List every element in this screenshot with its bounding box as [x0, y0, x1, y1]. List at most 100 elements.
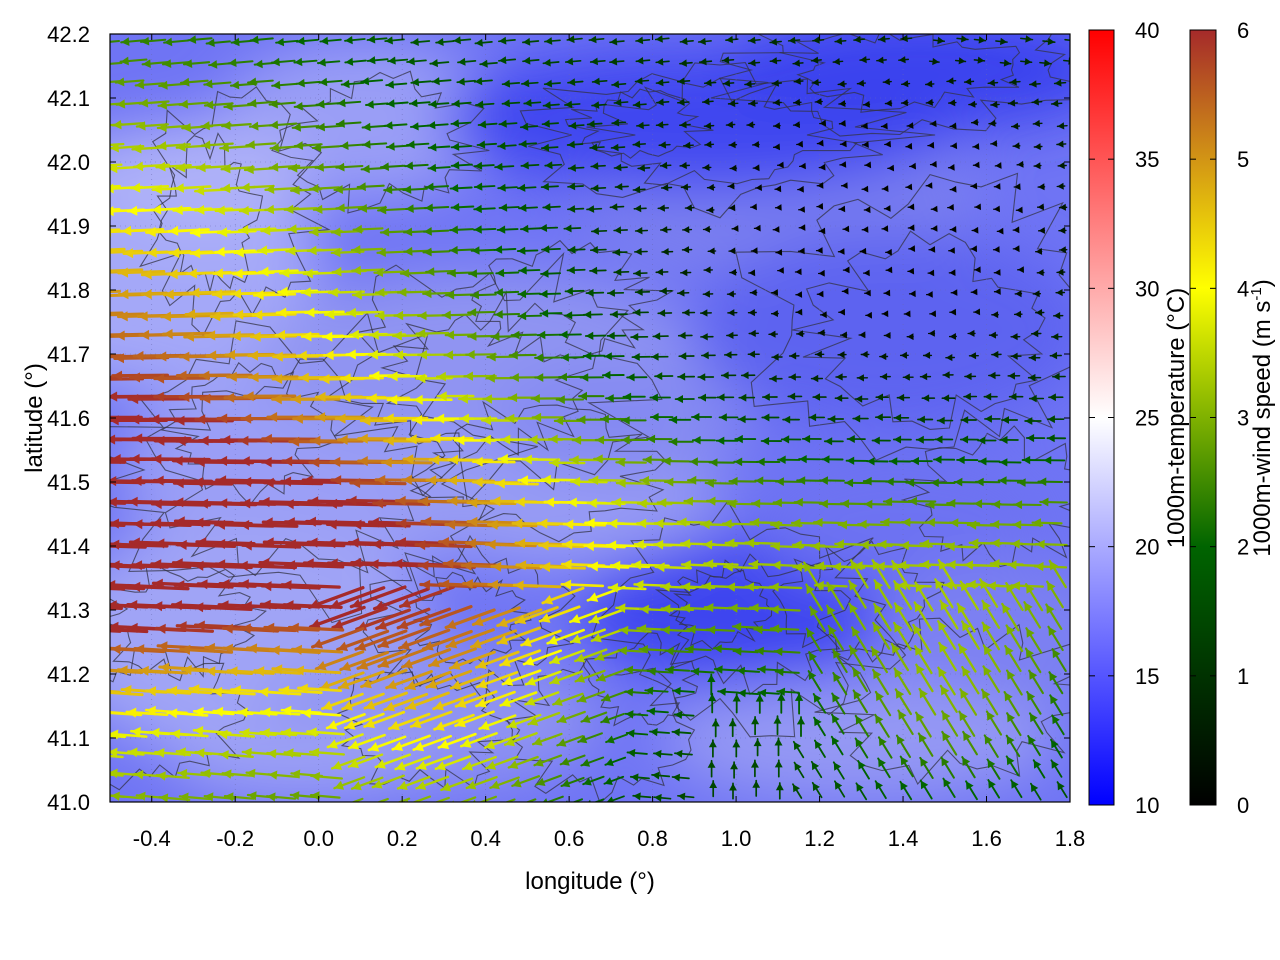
wind-vector-head	[212, 686, 223, 697]
wind-vector-head	[968, 329, 975, 337]
wind-vector-head	[1038, 183, 1045, 191]
wind-vector-head	[533, 737, 543, 746]
wind-vector-head	[959, 644, 968, 655]
x-tick-label: -0.2	[216, 826, 254, 851]
wind-vector-head	[681, 582, 691, 592]
wind-vector-head	[272, 394, 282, 405]
wind-vector-head	[947, 77, 954, 85]
wind-vector-head	[538, 518, 548, 529]
wind-vector-head	[607, 331, 615, 340]
wind-vector-head	[373, 498, 384, 509]
wind-vector-head	[857, 79, 865, 87]
wind-vector-head	[120, 56, 129, 66]
wind-vector-head	[751, 716, 760, 725]
wind-vector-head	[806, 628, 815, 638]
wind-vector-head	[240, 728, 250, 738]
wind-vector-head	[685, 644, 694, 654]
wind-vector-head	[682, 308, 690, 317]
wind-vector-head	[494, 801, 495, 802]
wind-vector-head	[545, 161, 553, 170]
wind-vector-head	[418, 496, 429, 507]
wind-vector-head	[704, 140, 712, 148]
wind-vector-head	[110, 434, 116, 445]
wind-vector-head	[964, 392, 971, 401]
wind-vector-head	[1029, 80, 1037, 88]
wind-vector-head	[115, 77, 125, 87]
wind-vector-head	[269, 162, 279, 172]
wind-vector-head	[618, 646, 627, 656]
wind-vector-head	[1011, 333, 1018, 341]
wind-vector-head	[284, 204, 294, 214]
wind-vector-head	[281, 727, 291, 738]
wind-vector-head	[982, 600, 991, 611]
wind-vector-head	[557, 738, 567, 747]
wind-vector-head	[1051, 760, 1059, 769]
wind-vector-head	[541, 269, 549, 278]
wind-vector-head	[267, 412, 278, 423]
wind-vector-head	[773, 226, 780, 233]
wind-vector-head	[1005, 646, 1014, 656]
wind-vector-head	[361, 415, 371, 426]
wind-vector-head	[456, 698, 467, 708]
wind-vector-head	[1051, 99, 1059, 108]
wind-vector-head	[1011, 352, 1018, 360]
wind-vector-head	[833, 58, 840, 66]
wind-vector-shaft	[110, 268, 144, 273]
wind-vector-head	[896, 735, 905, 745]
wind-vector-head	[967, 520, 977, 530]
wind-vector-head	[272, 664, 283, 675]
wind-vector-head	[660, 287, 667, 295]
wind-vector-head	[714, 665, 723, 674]
wind-vector-head	[938, 667, 947, 678]
wind-vector-head	[1059, 246, 1066, 254]
wind-vector-head	[923, 351, 931, 359]
wind-vector-head	[914, 602, 924, 613]
wind-vector-head	[425, 203, 433, 212]
wind-vector-head	[195, 457, 205, 468]
wind-vector-head	[946, 541, 955, 552]
wind-vector-head	[903, 373, 910, 381]
wind-vector-head	[1028, 373, 1036, 382]
wind-vector-head	[567, 497, 577, 508]
wind-vector-head	[535, 373, 544, 382]
wind-vector-head	[156, 623, 166, 634]
wind-vector-head	[792, 784, 800, 793]
wind-vector-head	[920, 539, 930, 549]
wind-vector-head	[543, 203, 551, 212]
wind-vector-head	[943, 778, 951, 788]
wind-vector-head	[698, 373, 706, 381]
wind-vector-shaft	[593, 798, 605, 802]
wind-vector-head	[704, 122, 712, 130]
wind-vector-head	[634, 247, 642, 256]
wind-vector-head	[761, 437, 770, 446]
wind-vector-head	[265, 204, 275, 215]
wind-vector-shaft	[350, 797, 364, 802]
wind-vector-head	[394, 350, 404, 360]
wind-vector-head	[633, 140, 641, 148]
wind-vector-head	[358, 456, 368, 467]
wind-vector-head	[729, 141, 736, 149]
wind-vector-head	[796, 140, 803, 148]
wind-vector-head	[331, 456, 341, 467]
wind-vector-head	[1051, 739, 1059, 749]
wind-vector-head	[177, 621, 187, 632]
wind-vector-head	[294, 665, 304, 676]
wind-vector-head	[879, 353, 887, 361]
wind-vector-head	[817, 290, 824, 298]
wind-vector-head	[188, 35, 197, 44]
wind-vector-head	[411, 38, 419, 46]
wind-vector-head	[653, 749, 662, 758]
x-tick-label: 1.4	[888, 826, 919, 851]
wind-vector-head	[587, 498, 597, 509]
wind-vector-head	[775, 185, 782, 193]
contour-line	[409, 400, 667, 543]
wind-vector-head	[473, 456, 483, 467]
wind-vector-head	[723, 79, 731, 87]
wind-vector-head	[994, 269, 1001, 276]
wind-vector-head	[442, 310, 451, 320]
wind-vector-head	[857, 374, 864, 382]
wind-vector-shaft	[328, 586, 386, 609]
wind-vector-head	[1046, 604, 1055, 614]
wind-vector-head	[402, 474, 412, 485]
wind-vector-head	[773, 122, 781, 130]
